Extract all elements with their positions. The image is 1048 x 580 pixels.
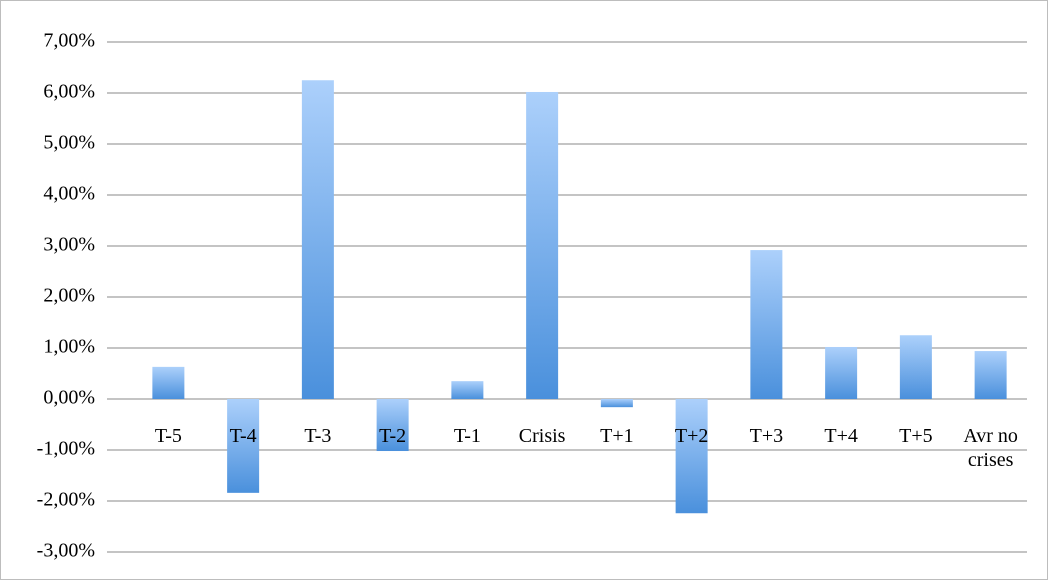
bar bbox=[600, 399, 633, 408]
y-tick-label: -1,00% bbox=[37, 438, 95, 460]
x-tick-label: T+1 bbox=[600, 425, 634, 447]
y-tick-label: -2,00% bbox=[37, 489, 95, 511]
y-tick-label: 5,00% bbox=[43, 132, 95, 154]
x-tick-label: T-5 bbox=[154, 425, 182, 447]
x-tick-label: Avr no crises bbox=[963, 425, 1018, 471]
y-tick-label: 2,00% bbox=[43, 285, 95, 307]
bar bbox=[301, 80, 334, 399]
y-tick-label: 1,00% bbox=[43, 336, 95, 358]
bar bbox=[526, 91, 559, 399]
y-tick-label: -3,00% bbox=[37, 540, 95, 562]
bar bbox=[376, 399, 409, 452]
y-tick-label: 0,00% bbox=[43, 387, 95, 409]
bar bbox=[825, 346, 858, 399]
bar bbox=[451, 381, 484, 399]
bar bbox=[899, 335, 932, 399]
y-tick-label: 4,00% bbox=[43, 183, 95, 205]
bar bbox=[227, 399, 260, 493]
x-tick-label: T+2 bbox=[674, 425, 709, 447]
x-tick-label: T+3 bbox=[749, 425, 784, 447]
x-tick-label: T-4 bbox=[229, 425, 257, 447]
x-tick-label: T-2 bbox=[379, 425, 407, 447]
bar bbox=[750, 250, 783, 399]
x-tick-label: T+5 bbox=[899, 425, 933, 447]
x-tick-label: T-3 bbox=[304, 425, 332, 447]
x-tick-label: Crisis bbox=[518, 425, 566, 447]
y-tick-label: 3,00% bbox=[43, 234, 95, 256]
bar bbox=[675, 399, 708, 514]
x-tick-label: T-1 bbox=[453, 425, 481, 447]
y-tick-label: 6,00% bbox=[43, 81, 95, 103]
x-tick-label: T+4 bbox=[824, 425, 858, 447]
bar bbox=[152, 366, 185, 399]
y-tick-label: 7,00% bbox=[43, 30, 95, 52]
bar bbox=[974, 351, 1007, 399]
